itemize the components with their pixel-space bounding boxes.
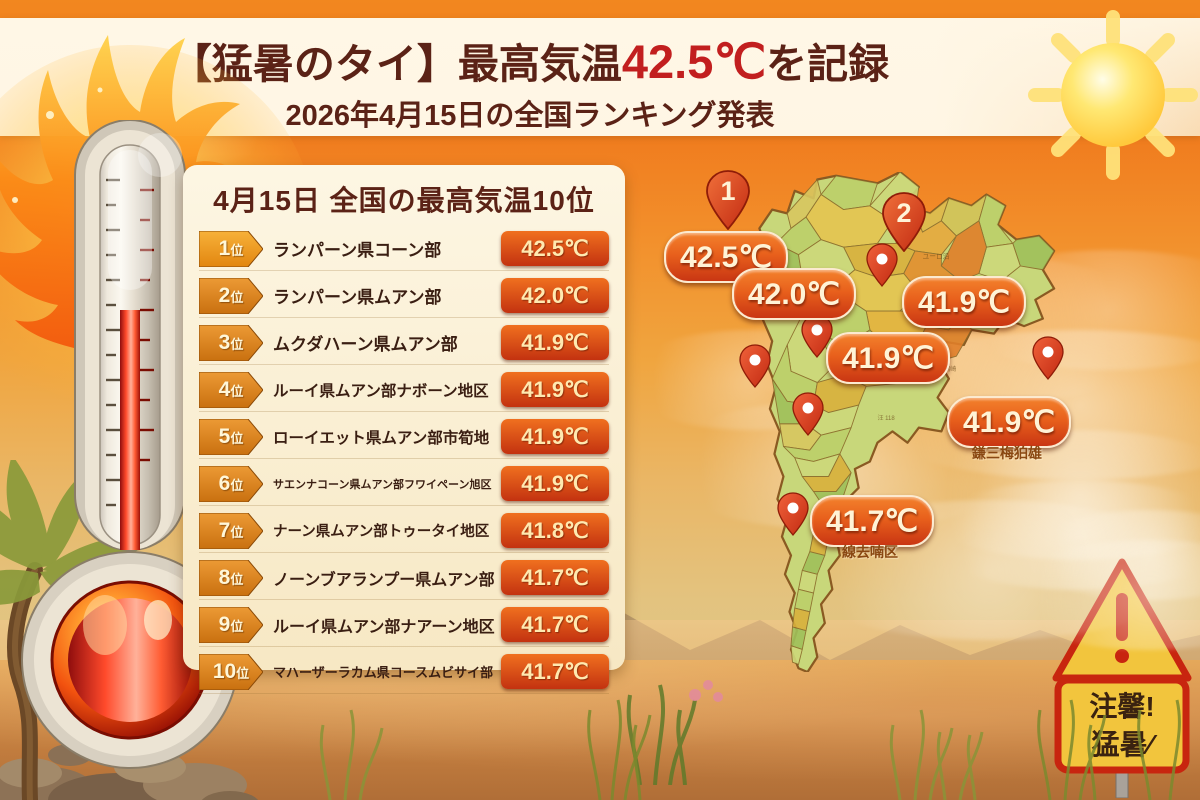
svg-text:2: 2	[896, 198, 911, 228]
svg-text:1: 1	[720, 176, 735, 206]
